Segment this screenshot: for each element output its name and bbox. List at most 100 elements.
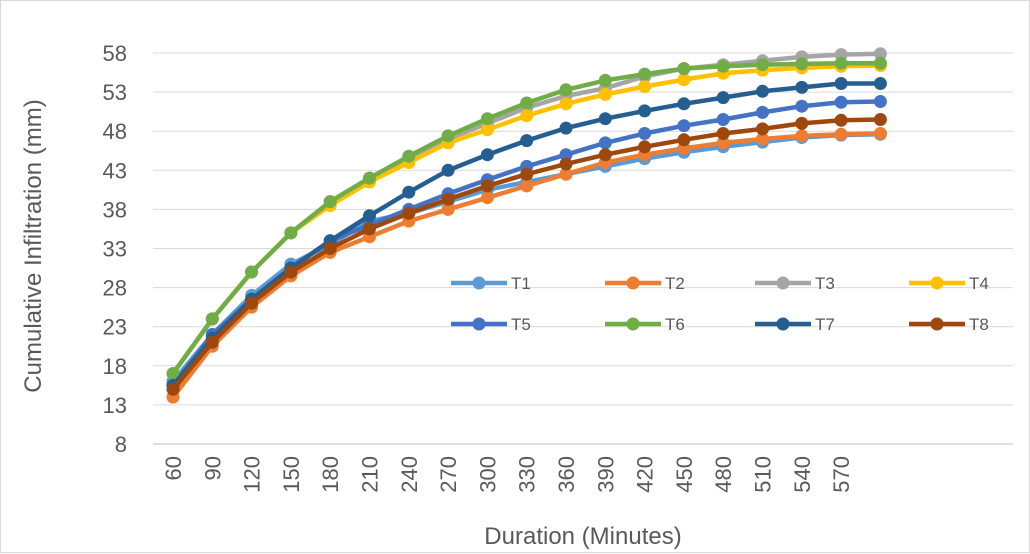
- y-tick-label: 18: [103, 354, 127, 379]
- data-point: [716, 136, 730, 150]
- data-point: [795, 116, 809, 130]
- legend-label: T2: [665, 274, 685, 293]
- data-point: [795, 99, 809, 113]
- data-point: [205, 335, 219, 349]
- data-point: [873, 95, 887, 108]
- data-point: [873, 113, 887, 126]
- data-point: [559, 157, 573, 171]
- axes: 8 13 18 23 28 33 38 43 48 53 58 60 90 120 150 180 210 240…: [103, 41, 1013, 493]
- x-tick-label: 360: [554, 456, 579, 493]
- data-point: [598, 136, 612, 150]
- data-point: [480, 179, 494, 193]
- legend: T1 T2 T3 T4 T5 T6 T7 T8: [451, 274, 989, 334]
- x-tick-label: 210: [358, 456, 383, 493]
- data-point: [756, 84, 769, 98]
- data-point: [480, 148, 494, 162]
- x-tick-label: 480: [711, 456, 736, 493]
- x-tick-label: 420: [633, 456, 658, 493]
- y-tick-label: 23: [103, 315, 127, 340]
- data-point: [402, 149, 416, 163]
- y-tick-label: 58: [103, 41, 127, 66]
- data-point: [245, 296, 259, 310]
- data-point: [677, 133, 691, 147]
- legend-label: T3: [815, 274, 835, 293]
- data-point: [638, 67, 652, 81]
- x-tick-label: 540: [790, 456, 815, 493]
- data-point: [480, 112, 494, 126]
- legend-swatch-marker: [930, 276, 944, 290]
- data-point: [166, 382, 180, 396]
- data-point: [402, 206, 416, 220]
- legend-entry: T4: [909, 274, 989, 293]
- data-point: [638, 104, 652, 118]
- data-point: [756, 58, 769, 72]
- x-tick-label: 90: [200, 456, 225, 480]
- x-tick-label: 330: [515, 456, 540, 493]
- y-axis-title: Cumulative Infiltration (mm): [20, 99, 47, 392]
- data-point: [559, 148, 573, 162]
- legend-entry: T1: [451, 274, 531, 293]
- data-point: [559, 83, 573, 97]
- legend-swatch-marker: [472, 317, 486, 331]
- data-point: [559, 167, 573, 181]
- legend-label: T6: [665, 315, 685, 334]
- x-tick-label: 570: [829, 456, 854, 493]
- data-point: [520, 167, 534, 181]
- data-point: [520, 134, 534, 148]
- legend-entry: T5: [451, 315, 531, 334]
- data-point: [756, 105, 769, 119]
- legend-label: T8: [969, 315, 989, 334]
- y-tick-label: 48: [103, 119, 127, 144]
- y-tick-label: 43: [103, 158, 127, 183]
- data-point: [598, 73, 612, 87]
- y-tick-label: 33: [103, 237, 127, 262]
- x-tick-label: 120: [240, 456, 265, 493]
- data-point: [559, 121, 573, 135]
- x-axis-title: Duration (Minutes): [484, 523, 681, 550]
- data-point: [245, 265, 259, 279]
- data-point: [834, 127, 848, 141]
- series-T8: [166, 113, 887, 396]
- y-tick-label: 53: [103, 80, 127, 105]
- data-point: [677, 97, 691, 111]
- x-tick-label: 510: [751, 456, 776, 493]
- data-point: [323, 195, 337, 209]
- data-point: [716, 59, 730, 73]
- data-point: [756, 132, 769, 146]
- data-point: [323, 242, 337, 255]
- data-point: [441, 163, 455, 177]
- data-point: [834, 77, 848, 90]
- data-point: [638, 127, 652, 140]
- x-tick-label: 240: [397, 456, 422, 493]
- legend-label: T1: [511, 274, 531, 293]
- x-tick-label: 180: [318, 456, 343, 493]
- data-point: [873, 77, 887, 90]
- legend-swatch-marker: [626, 317, 640, 331]
- x-tick-label: 60: [161, 456, 186, 480]
- data-point: [677, 73, 691, 87]
- data-point: [873, 47, 887, 61]
- data-point: [520, 179, 534, 193]
- legend-label: T7: [815, 315, 835, 334]
- data-point: [363, 209, 376, 223]
- y-tick-label: 13: [103, 393, 127, 418]
- x-tick-label: 270: [436, 456, 461, 493]
- data-point: [834, 95, 848, 109]
- data-point: [441, 129, 455, 143]
- data-point: [166, 367, 180, 381]
- data-point: [795, 129, 809, 143]
- data-point: [756, 122, 769, 136]
- data-point: [795, 80, 809, 94]
- legend-entry: T3: [755, 274, 835, 293]
- data-point: [480, 191, 494, 205]
- data-point: [363, 171, 376, 185]
- series-T6: [166, 56, 887, 381]
- y-tick-label: 28: [103, 276, 127, 301]
- legend-swatch-marker: [776, 276, 790, 290]
- legend-entry: T2: [605, 274, 685, 293]
- x-tick-label: 300: [475, 456, 500, 493]
- legend-swatch-marker: [776, 317, 790, 331]
- data-point: [873, 127, 887, 140]
